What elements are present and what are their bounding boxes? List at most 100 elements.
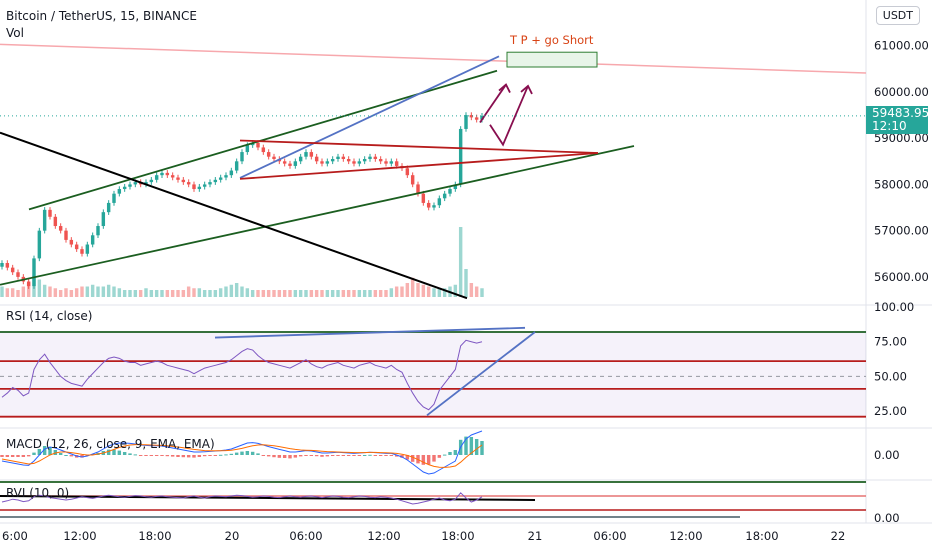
candle — [453, 184, 458, 190]
volume-bar — [330, 290, 335, 297]
volume-bar — [192, 288, 196, 297]
macd-hist-bar — [192, 455, 196, 458]
candle — [405, 168, 410, 176]
volume-bar — [453, 284, 458, 297]
candle — [266, 152, 271, 157]
volume-bar — [208, 290, 212, 297]
candle — [357, 161, 362, 164]
volume-bar — [304, 290, 308, 297]
volume-bar — [346, 290, 351, 297]
candle — [464, 115, 468, 129]
candle — [320, 161, 324, 164]
macd-hist-bar — [304, 455, 308, 456]
volume-bar — [362, 290, 367, 297]
candle — [261, 147, 266, 153]
candle — [336, 156, 340, 159]
volume-bar — [373, 290, 378, 297]
volume-bar — [437, 288, 442, 297]
time-tick-label: 06:00 — [289, 529, 322, 543]
candle — [58, 226, 63, 231]
candle — [437, 198, 442, 206]
candle — [410, 175, 415, 185]
volume-bar — [16, 290, 20, 297]
candle — [90, 235, 95, 245]
volume-bar — [106, 284, 111, 297]
volume-bar — [474, 286, 479, 297]
volume-bar — [58, 290, 63, 297]
macd-hist-bar — [128, 453, 132, 455]
macd-hist-bar — [410, 455, 415, 462]
macd-hist-bar — [218, 454, 223, 456]
arrow-up-1 — [479, 84, 507, 123]
volume-bar — [133, 290, 138, 297]
candle — [352, 161, 356, 164]
volume-bar — [416, 283, 420, 297]
macd-hist-bar — [309, 455, 314, 456]
volume-bar — [80, 286, 84, 297]
macd-hist-bar — [448, 452, 452, 455]
time-tick-label: 18:00 — [138, 529, 171, 543]
rsi-tick-label: 25.00 — [874, 404, 907, 418]
rvi-pane-label[interactable]: RVI (10, 0) — [6, 486, 70, 500]
macd-pane-label[interactable]: MACD (12, 26, close, 9, EMA, EMA) — [6, 437, 215, 451]
candle — [474, 117, 479, 120]
currency-button[interactable]: USDT — [875, 6, 920, 25]
rsi-blue-trend — [214, 326, 526, 339]
candle — [421, 193, 426, 203]
candle — [0, 263, 4, 267]
candle — [293, 161, 298, 166]
symbol-title[interactable]: Bitcoin / TetherUS, 15, BINANCE — [6, 9, 197, 23]
macd-line — [1, 430, 483, 475]
candle — [133, 182, 138, 185]
macd-hist-bar — [474, 439, 479, 455]
volume-bar — [426, 286, 431, 297]
volume-bar — [410, 277, 415, 297]
macd-hist-bar — [330, 455, 335, 456]
channel-upper-line — [28, 69, 498, 211]
candle — [69, 239, 74, 245]
macd-hist-bar — [208, 455, 212, 456]
candle — [272, 156, 276, 159]
candle — [117, 189, 122, 194]
time-tick-label: 06:00 — [593, 529, 626, 543]
tp-annotation-label[interactable]: T P + go Short — [510, 33, 594, 47]
volume-bar — [469, 283, 474, 297]
macd-hist-bar — [48, 447, 52, 455]
volume-bar — [149, 290, 154, 297]
candle — [96, 226, 100, 236]
candle — [229, 170, 234, 176]
macd-hist-bar — [336, 455, 340, 456]
candle — [325, 161, 330, 164]
price-tick-label: 60000.00 — [874, 85, 929, 99]
candle — [314, 156, 319, 162]
candle — [112, 193, 116, 203]
macd-hist-bar — [389, 455, 394, 456]
volume-bar — [240, 286, 244, 297]
volume-bar — [272, 290, 276, 297]
candle — [128, 184, 132, 187]
volume-bar — [197, 288, 202, 297]
rsi-pane-label[interactable]: RSI (14, close) — [6, 309, 93, 323]
macd-hist-bar — [138, 455, 143, 456]
macd-hist-bar — [480, 441, 484, 455]
volume-bar — [314, 290, 319, 297]
macd-hist-bar — [16, 455, 20, 457]
volume-label[interactable]: Vol — [6, 26, 24, 40]
macd-hist-bar — [26, 455, 31, 457]
volume-bar — [256, 290, 260, 297]
macd-tick-label: 0.00 — [874, 448, 900, 462]
macd-hist-bar — [37, 449, 42, 455]
time-tick-label: 18:00 — [441, 529, 474, 543]
macd-hist-bar — [160, 455, 164, 456]
volume-bar — [69, 290, 74, 297]
last-price: 59483.95 — [872, 106, 930, 120]
candle — [288, 163, 292, 166]
rsi-band — [0, 331, 866, 417]
volume-bar — [202, 290, 207, 297]
arrow-head-0 — [498, 83, 511, 93]
volume-bar — [90, 284, 95, 297]
candle — [165, 172, 170, 176]
macd-hist-bar — [112, 449, 116, 455]
candle — [208, 182, 212, 185]
